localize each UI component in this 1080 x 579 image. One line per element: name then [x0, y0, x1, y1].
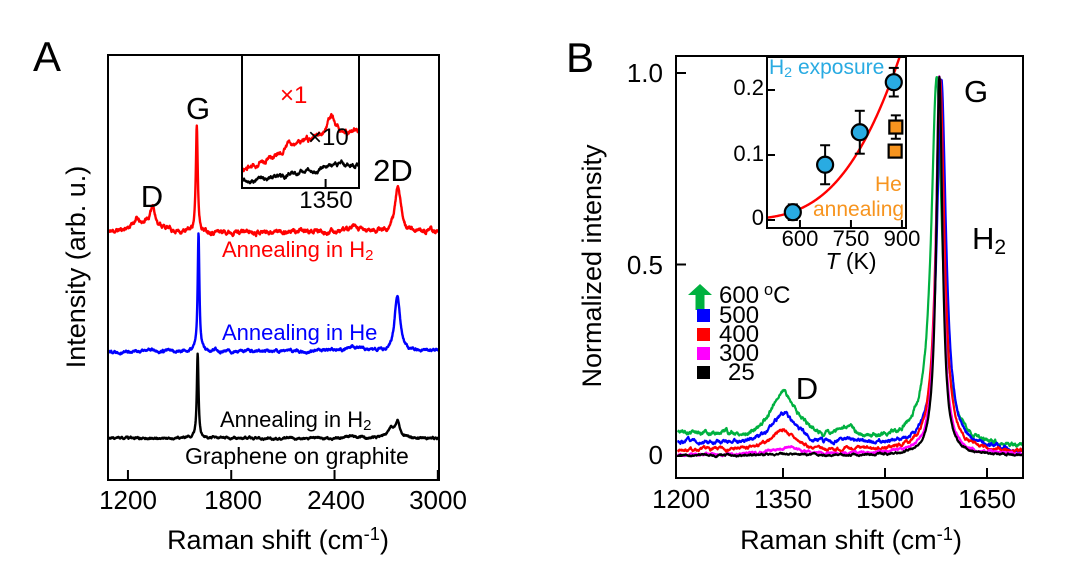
curve-label-subscript: 2	[365, 247, 374, 265]
panel-a-plot-area	[109, 124, 438, 479]
x-axis-title-text: Raman shift (cm	[167, 525, 364, 555]
x-axis-title-superscript: -1	[363, 522, 380, 544]
x-axis-title-superscript: -1	[936, 522, 953, 544]
inset-a-x10-label: ×10	[308, 124, 349, 151]
degree-superscript: o	[764, 280, 774, 299]
panel-a-curve-label-annealing-h2-red: Annealing in H2	[222, 237, 374, 265]
inset-b-y-tick-label: 0	[751, 205, 764, 230]
inset-b-x-tick-label: 750	[832, 226, 870, 251]
panel-a-x-tick-label: 1200	[99, 485, 157, 515]
panel-a-label: A	[33, 33, 62, 80]
panel-b-g-peak-label: G	[963, 74, 989, 109]
x-axis-title-text: Raman shift (cm	[740, 525, 937, 555]
panel-a-2d-peak-label: 2D	[373, 153, 413, 188]
panel-b-x-tick-label: 1650	[958, 484, 1016, 514]
legend-swatch-400	[697, 328, 710, 341]
panel-a-curve-label-annealing-he: Annealing in He	[222, 320, 378, 345]
panel-b-x-tick-label: 1500	[856, 484, 914, 514]
panel-a-substrate-label: Graphene on graphite	[185, 443, 409, 469]
inset-a-x-tick-label: 1350	[299, 187, 353, 214]
inset-title-subscript: 2	[784, 65, 793, 82]
inset-b-he-annealing-label-line2: annealing	[813, 198, 905, 221]
panel-a-d-peak-label: D	[140, 179, 164, 214]
legend-item-400: 400	[719, 321, 760, 348]
legend-item-25: 25	[728, 359, 755, 386]
panel-a-x-axis-title: Raman shift (cm-1)	[167, 522, 389, 555]
legend-up-arrow-icon	[688, 284, 712, 310]
inset-b-y-tick-label: 0.1	[733, 141, 764, 166]
x-axis-title-text: )	[952, 525, 962, 555]
panel-b-label: B	[566, 34, 595, 81]
legend-swatch-500	[697, 309, 710, 322]
panel-a-inset-box	[241, 54, 360, 189]
legend-item-300: 300	[719, 340, 760, 367]
inset-b-he-annealing-label-line1: He	[875, 173, 902, 196]
panel-b-h2-atmosphere-label: H2	[972, 221, 1006, 258]
h2-label-subscript: 2	[994, 235, 1007, 259]
panel-a-y-axis-title: Intensity (arb. u.)	[60, 165, 91, 369]
up-arrow-icon	[688, 284, 712, 310]
h2-label-text: H	[972, 221, 995, 256]
inset-b-x-tick-label: 900	[883, 226, 921, 251]
inset-a-x1-label: ×1	[280, 82, 308, 109]
inset-b-x-axis-title: T (K)	[825, 248, 877, 274]
inset-title-text: exposure	[792, 56, 885, 79]
legend-swatch-25	[697, 366, 710, 379]
panel-b-y-tick-label: 0	[648, 440, 663, 470]
legend-unit: C	[773, 282, 791, 309]
panel-a-inset-plot-area	[243, 112, 358, 187]
panel-b-inset-box	[766, 56, 907, 229]
panel-b-x-tick-label: 1200	[652, 484, 710, 514]
panel-a-curve-label-annealing-h2-black: Annealing in H2	[220, 407, 372, 435]
curve-label-subscript: 2	[363, 417, 372, 435]
inset-b-y-tick-label: 0.2	[733, 75, 764, 100]
legend-item-600C: 600 oC	[719, 280, 791, 309]
panel-b-d-peak-label: D	[795, 371, 819, 406]
panel-b-y-tick-label: 0.5	[626, 250, 663, 280]
panel-a-x-tick-label: 1800	[204, 485, 262, 515]
inset-b-x-tick-label: 600	[781, 226, 819, 251]
legend-item-500: 500	[719, 302, 760, 329]
curve-label-text: Annealing in H	[222, 237, 366, 262]
inset-x-title-italic-T: T	[825, 248, 840, 274]
panel-a-g-peak-label: G	[185, 91, 211, 126]
inset-b-h2-exposure-label: H2 exposure	[769, 56, 885, 82]
legend-label: 600	[719, 282, 760, 309]
panel-b-x-axis-title: Raman shift (cm-1)	[740, 522, 962, 555]
inset-title-text: H	[769, 56, 785, 79]
curve-label-text: Annealing in H	[220, 407, 364, 432]
panel-a-x-tick-label: 2400	[307, 485, 365, 515]
panel-b-y-tick-label: 1.0	[626, 58, 663, 88]
inset-x-title-text: (K)	[839, 248, 877, 274]
x-axis-title-text: )	[379, 525, 389, 555]
panel-b-plot-area	[677, 72, 1022, 477]
panel-a-x-tick-label: 3000	[409, 485, 467, 515]
panel-b-x-tick-label: 1350	[754, 484, 812, 514]
legend-swatch-300	[697, 347, 710, 360]
panel-b-inset-plot-area	[768, 58, 904, 227]
